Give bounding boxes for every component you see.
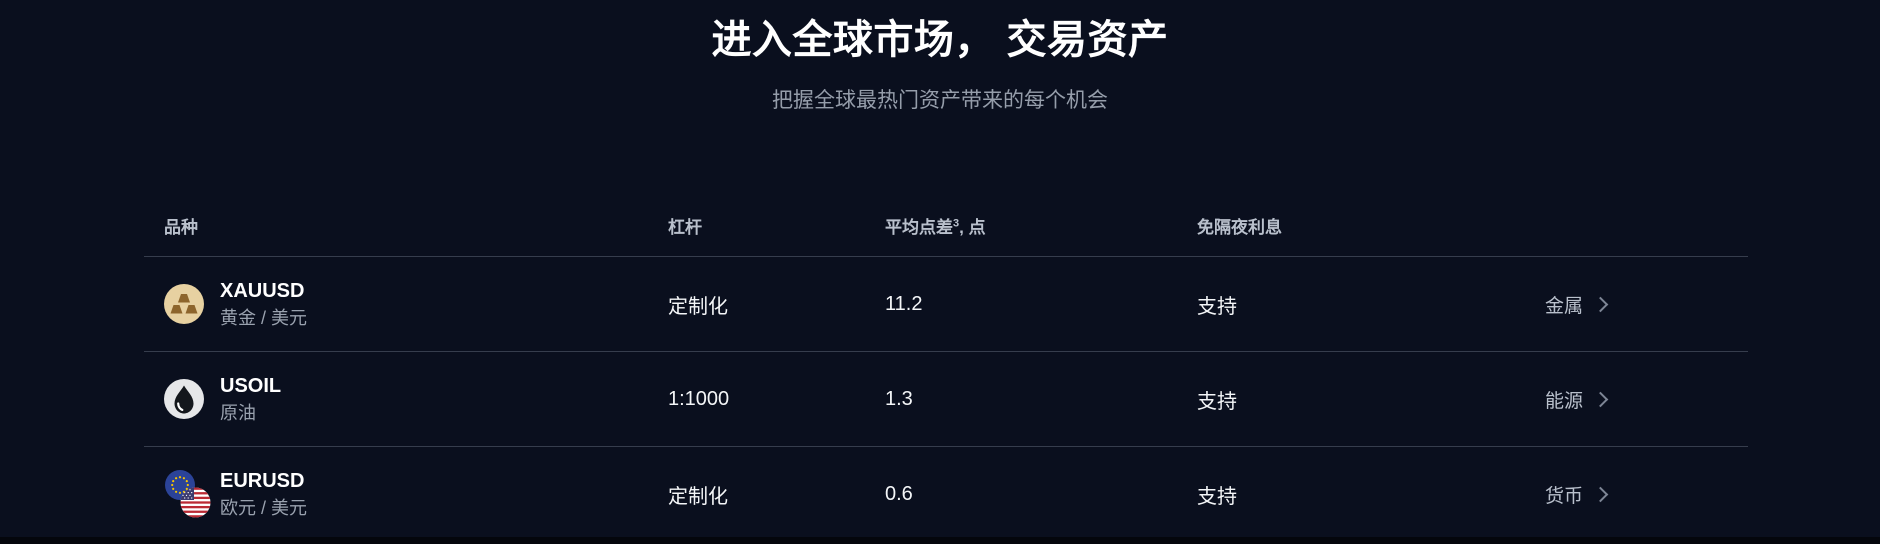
category-link-currencies[interactable]: 货币 <box>1545 481 1609 508</box>
swap-free-cell: 支持 <box>1197 485 1237 508</box>
eu-us-flags-icon <box>164 470 211 518</box>
col-header-leverage: 杠杆 <box>668 217 702 237</box>
leverage-cell: 定制化 <box>668 485 728 508</box>
leverage-cell: 1:1000 <box>668 387 730 410</box>
category-link-energy[interactable]: 能源 <box>1545 386 1609 413</box>
table-row-usoil: USOIL 原油 1:1000 1.3 支持 能源 <box>144 352 1748 447</box>
instrument-name: 欧元 / 美元 <box>220 497 308 518</box>
section-hero: 进入全球市场， 交易资产 把握全球最热门资产带来的每个机会 <box>0 0 1880 113</box>
instrument-cell: XAUUSD 黄金 / 美元 <box>164 278 668 331</box>
swap-free-cell: 支持 <box>1197 390 1237 413</box>
spread-cell: 11.2 <box>885 292 923 315</box>
table-header-row: 品种 杠杆 平均点差3, 点 免隔夜利息 <box>144 194 1748 257</box>
col-header-swap-free: 免隔夜利息 <box>1197 217 1282 237</box>
instrument-cell: EURUSD 欧元 / 美元 <box>164 468 668 521</box>
gold-bars-icon <box>164 280 204 328</box>
category-label: 金属 <box>1545 295 1584 317</box>
page-subtitle: 把握全球最热门资产带来的每个机会 <box>772 89 1108 112</box>
swap-free-cell: 支持 <box>1197 295 1237 318</box>
page-title: 进入全球市场， 交易资产 <box>711 18 1169 62</box>
instrument-symbol: XAUUSD <box>220 279 305 302</box>
instrument-cell: USOIL 原油 <box>164 373 668 426</box>
spread-cell: 1.3 <box>885 387 913 410</box>
instruments-table: 品种 杠杆 平均点差3, 点 免隔夜利息 XAUUSD 黄金 <box>144 194 1748 542</box>
col-header-spread: 平均点差3, 点 <box>885 213 1197 238</box>
spread-cell: 0.6 <box>885 482 913 505</box>
chevron-right-icon <box>1592 296 1609 313</box>
instrument-symbol: USOIL <box>220 374 282 397</box>
spread-header-footnote: 3 <box>953 216 960 229</box>
col-header-instrument: 品种 <box>164 217 198 237</box>
table-row-xauusd: XAUUSD 黄金 / 美元 定制化 11.2 支持 金属 <box>144 257 1748 352</box>
table-row-eurusd: EURUSD 欧元 / 美元 定制化 0.6 支持 货币 <box>144 447 1748 542</box>
instrument-text: EURUSD 欧元 / 美元 <box>220 468 307 521</box>
instrument-text: XAUUSD 黄金 / 美元 <box>220 278 307 331</box>
instrument-text: USOIL 原油 <box>220 373 281 426</box>
oil-drop-icon <box>164 375 204 423</box>
category-label: 能源 <box>1545 390 1584 412</box>
category-link-metals[interactable]: 金属 <box>1545 291 1609 318</box>
chevron-right-icon <box>1592 391 1609 408</box>
chevron-right-icon <box>1592 486 1609 503</box>
instrument-name: 原油 <box>220 402 256 423</box>
leverage-cell: 定制化 <box>668 295 728 318</box>
spread-header-text: 平均点差 <box>885 217 953 237</box>
instrument-name: 黄金 / 美元 <box>220 307 308 328</box>
spread-header-suffix: , 点 <box>959 217 986 237</box>
category-label: 货币 <box>1545 485 1584 507</box>
instrument-symbol: EURUSD <box>220 469 305 492</box>
